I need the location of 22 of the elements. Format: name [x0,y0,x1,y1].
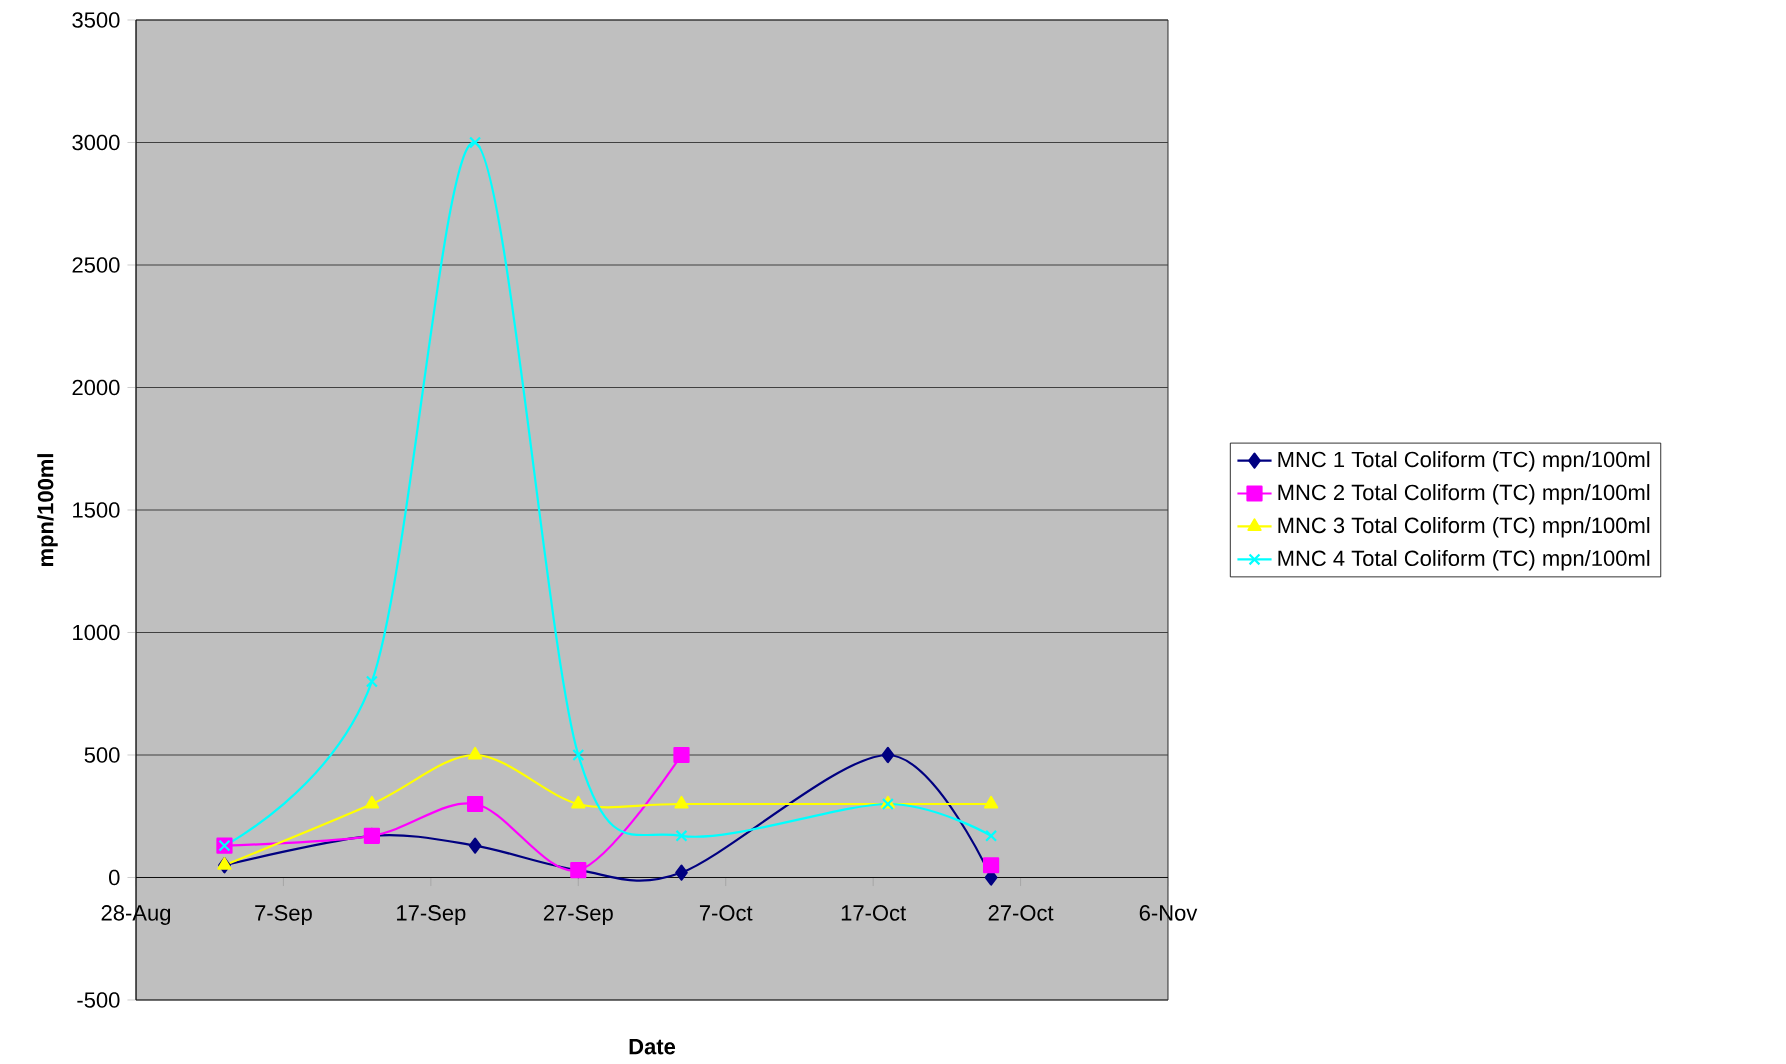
legend-label: MNC 4 Total Coliform (TC) mpn/100ml [1278,549,1650,571]
y-tick-label: 1500 [73,502,120,518]
y-tick-label: 3500 [72,12,120,28]
y-tick-label: 3000 [72,134,120,151]
y-axis-title: mpn/100ml [37,454,58,567]
x-tick-label: 7-Sep [255,905,312,925]
x-tick-label: 6-Nov [1139,905,1198,921]
x-tick-label: 7-Oct [699,905,753,921]
y-tick-label: 0 [109,869,120,886]
x-tick-label: 17-Sep [397,905,466,925]
legend-label: MNC 3 Total Coliform (TC) mpn/100ml [1278,517,1650,538]
x-tick-label: 27-Sep [543,905,613,925]
legend-label: MNC 1 Total Coliform (TC) mpn/100ml [1278,451,1650,472]
y-tick-label: -500 [77,992,120,1008]
legend-label: MNC 2 Total Coliform (TC) mpn/100ml [1278,484,1650,505]
x-tick-label: 27-Oct [988,905,1054,921]
x-tick-label: 17-Oct [841,905,906,921]
y-tick-label: 1000 [73,624,120,641]
y-tick-label: 500 [84,747,120,763]
y-tick-label: 2000 [72,379,120,396]
x-axis-title: Date [629,1039,676,1055]
y-tick-label: 2500 [72,257,120,273]
